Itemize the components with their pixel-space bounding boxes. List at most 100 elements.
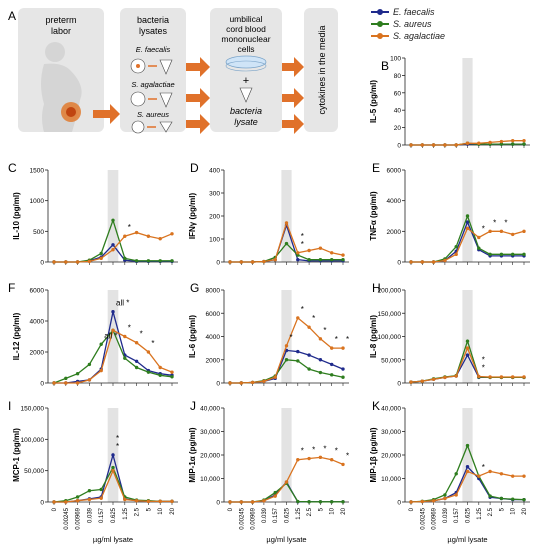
data-point — [123, 234, 127, 238]
data-point — [465, 465, 470, 469]
y-tick-label: 0 — [397, 381, 401, 388]
data-point — [146, 234, 151, 238]
data-point — [99, 256, 103, 261]
data-point — [465, 443, 470, 448]
significance-star: * — [346, 335, 349, 344]
y-tick-label: 400 — [209, 168, 220, 175]
data-point — [522, 229, 526, 234]
data-point — [99, 487, 103, 492]
x-tick-label: 0 — [409, 507, 415, 511]
data-point — [477, 141, 481, 145]
data-point — [341, 500, 345, 504]
data-point — [64, 381, 68, 385]
data-point — [64, 376, 68, 381]
significance-star: * — [312, 446, 315, 455]
y-tick-label: 6000 — [387, 168, 402, 175]
panel-letter: I — [8, 399, 11, 413]
data-point — [158, 365, 162, 370]
y-tick-label: 2000 — [387, 229, 402, 236]
x-tick-label: 0.039 — [262, 507, 268, 523]
significance-star: * — [482, 224, 485, 233]
data-point — [522, 142, 526, 146]
x-tick-label: 1.25 — [477, 507, 483, 519]
y-tick-label: 10,000 — [200, 476, 220, 483]
y-tick-label: 40,000 — [381, 406, 401, 413]
data-point — [341, 253, 345, 257]
data-point — [111, 218, 115, 222]
box3-line3: mononuclear — [221, 34, 270, 44]
x-tick-label: 0.157 — [273, 507, 279, 523]
box4-label: cytokines in the media — [317, 25, 327, 114]
data-point — [296, 258, 300, 262]
chart-panel-c: 0 500 1000 1500 IL-10 (pg/ml) C * — [8, 161, 178, 267]
data-point — [443, 375, 447, 380]
y-tick-label: 0 — [40, 500, 44, 507]
significance-star: * — [301, 240, 304, 249]
panel-letter: K — [372, 399, 380, 413]
data-point — [307, 248, 311, 253]
data-point — [454, 143, 458, 147]
y-tick-label: 0 — [40, 260, 44, 267]
y-tick-label: 6000 — [30, 288, 45, 295]
data-point — [87, 497, 92, 502]
significance-star: * — [482, 463, 485, 472]
highlight-band — [281, 290, 292, 383]
data-point — [465, 141, 470, 145]
x-tick-label: 0.039 — [87, 507, 93, 523]
data-point — [134, 230, 139, 235]
data-point — [341, 258, 345, 262]
data-point — [262, 259, 266, 264]
significance-star: * — [128, 324, 131, 333]
x-tick-label: 0.00969 — [251, 507, 257, 529]
x-tick-label: 0.157 — [99, 507, 105, 523]
data-point — [307, 258, 311, 262]
lysate-tube-icon — [239, 87, 253, 103]
data-point — [488, 469, 492, 474]
y-tick-label: 30,000 — [200, 429, 220, 436]
x-tick-label: 20 — [341, 507, 347, 514]
box3-line1: umbilical — [229, 14, 262, 24]
y-tick-label: 20,000 — [200, 453, 220, 460]
legend-label: S. aureus — [393, 19, 432, 29]
data-point — [158, 259, 162, 263]
data-point — [488, 252, 492, 257]
data-point — [307, 367, 311, 371]
data-point — [477, 246, 481, 250]
data-point — [146, 499, 151, 504]
data-point — [318, 370, 323, 375]
data-point — [170, 232, 174, 236]
significance-star: * — [140, 330, 143, 339]
data-point — [158, 236, 162, 241]
box3-line4: cells — [237, 44, 254, 54]
y-tick-label: 4000 — [30, 319, 45, 326]
significance-star: * — [493, 218, 496, 227]
data-point — [465, 220, 470, 224]
highlight-band — [281, 170, 292, 262]
data-point — [330, 458, 334, 462]
legend-label: S. agalactiae — [393, 31, 446, 41]
y-axis-label: IL-5 (pg/ml) — [369, 80, 378, 123]
x-tick-label: 2.5 — [307, 507, 313, 516]
data-point — [465, 353, 470, 357]
data-point — [454, 493, 458, 497]
y-axis-label: IL-6 (pg/ml) — [188, 315, 197, 358]
data-point — [488, 375, 492, 379]
panel-letter: H — [372, 281, 381, 295]
data-point — [146, 350, 151, 354]
highlight-band — [281, 408, 292, 502]
data-point — [511, 375, 515, 379]
data-point — [75, 260, 80, 264]
x-tick-label: 0.00969 — [76, 507, 82, 529]
x-tick-label: 0.00245 — [239, 507, 245, 529]
x-tick-label: 5 — [318, 507, 324, 511]
y-tick-label: 0 — [40, 381, 44, 388]
y-tick-label: 2000 — [206, 357, 221, 364]
data-point — [87, 489, 92, 493]
data-point — [134, 499, 139, 503]
y-axis-label: MCP-1 (pg/ml) — [12, 428, 21, 482]
data-point — [511, 497, 515, 501]
data-point — [420, 379, 424, 383]
data-point — [134, 259, 139, 263]
